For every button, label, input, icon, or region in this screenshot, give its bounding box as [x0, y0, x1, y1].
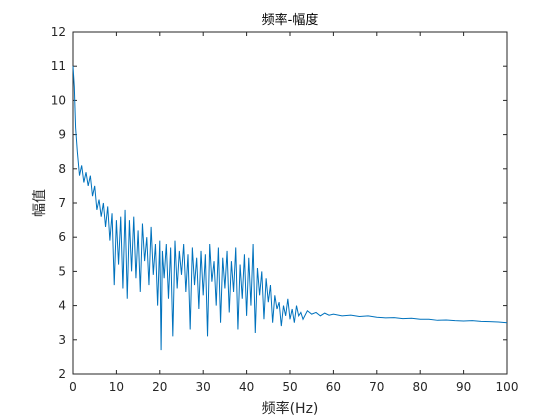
plot-area: [72, 31, 508, 375]
x-tick-label: 70: [369, 380, 384, 394]
x-tick-label: 80: [413, 380, 428, 394]
y-tick-label: 9: [58, 128, 66, 142]
chart-title: 频率-幅度: [262, 12, 319, 28]
x-axis: 0 10 20 30 40 50 60 70 80 90 100: [69, 32, 518, 394]
y-axis-label: 幅值: [32, 189, 48, 217]
y-tick-label: 4: [58, 299, 66, 313]
x-tick-label: 50: [282, 380, 297, 394]
y-tick-label: 8: [58, 162, 66, 176]
x-tick-label: 30: [196, 380, 211, 394]
series-line: [72, 66, 508, 351]
y-tick-label: 5: [58, 264, 66, 278]
y-tick-label: 10: [51, 93, 66, 107]
y-tick-label: 2: [58, 367, 66, 381]
y-axis: 2 3 4 5 6 7 8 9 10 11 12: [51, 25, 507, 381]
x-tick-label: 100: [496, 380, 519, 394]
y-tick-label: 3: [58, 333, 66, 347]
x-tick-label: 90: [456, 380, 471, 394]
x-tick-label: 10: [109, 380, 124, 394]
x-tick-label: 0: [69, 380, 77, 394]
x-axis-label: 频率(Hz): [262, 400, 319, 417]
y-tick-label: 7: [58, 196, 66, 210]
y-tick-label: 6: [58, 230, 66, 244]
x-tick-label: 20: [152, 380, 167, 394]
y-tick-label: 11: [51, 59, 66, 73]
y-tick-label: 12: [51, 25, 66, 39]
x-tick-label: 40: [239, 380, 254, 394]
x-tick-label: 60: [326, 380, 341, 394]
